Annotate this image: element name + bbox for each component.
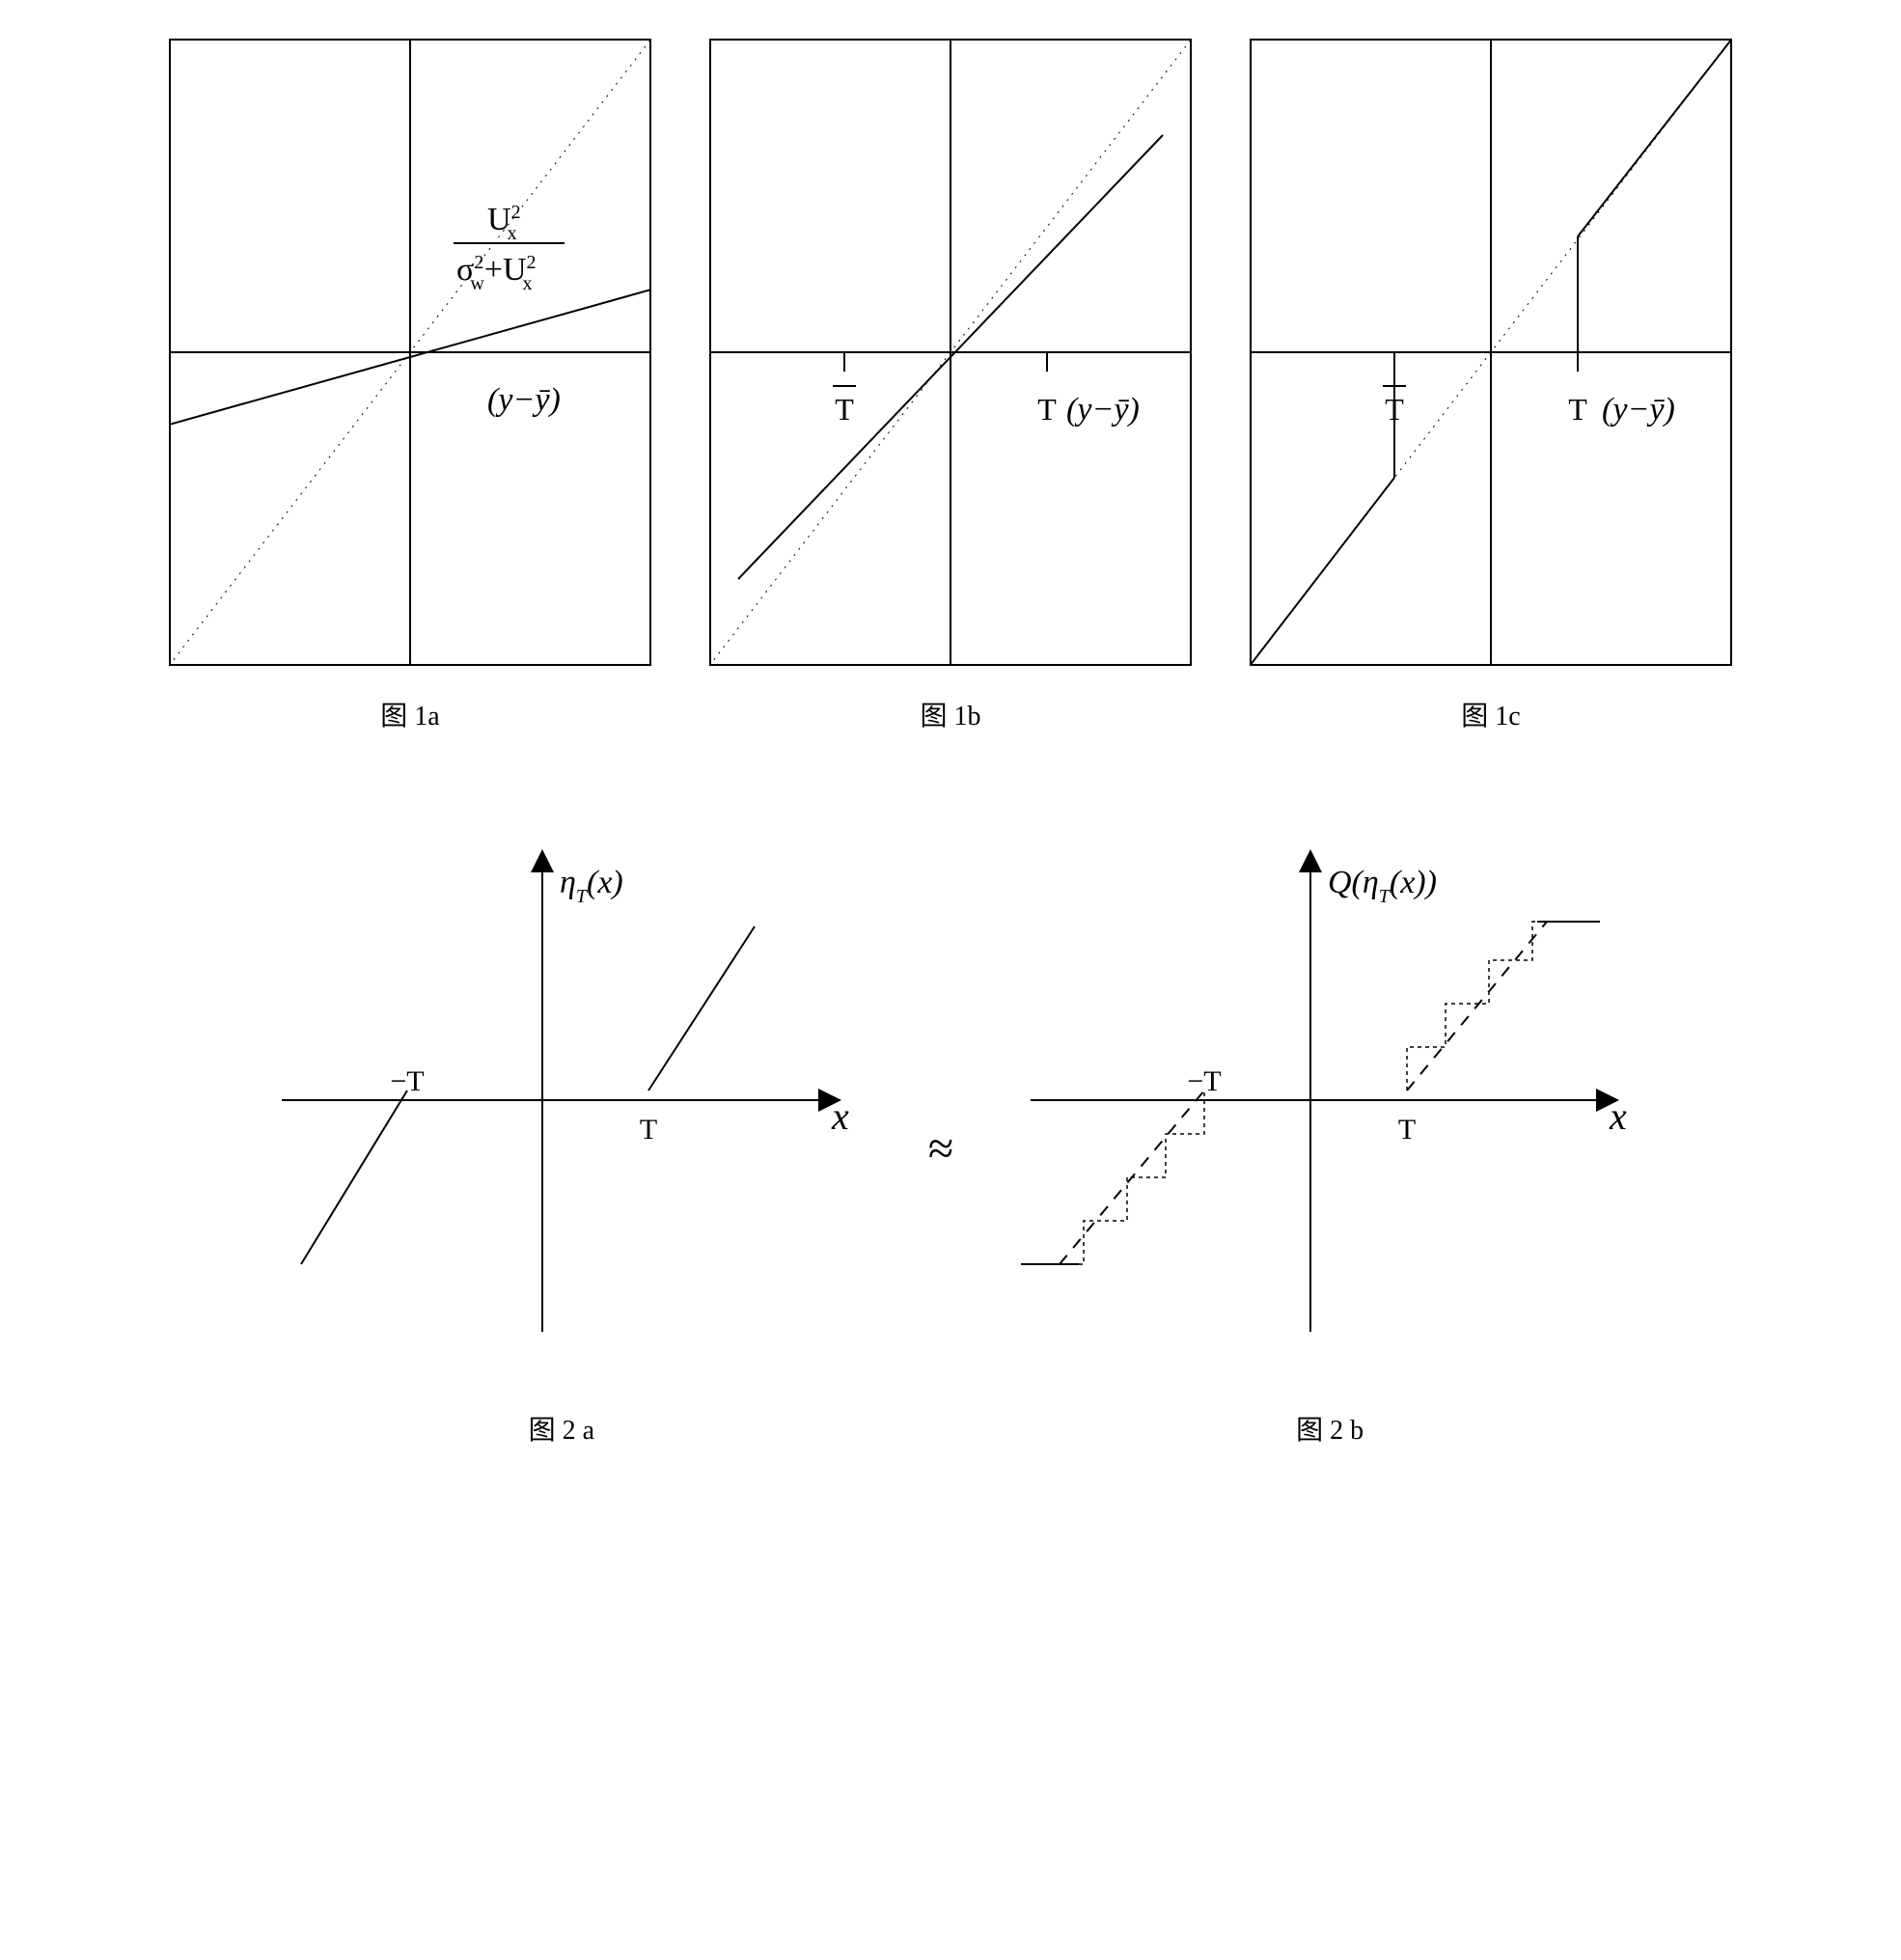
tick-neg-label: T [835, 392, 854, 427]
row-1: U2x σ2w+U2x (y−ȳ) 图 1a T T (y−ȳ) [39, 39, 1862, 733]
plot-line-group [301, 926, 755, 1264]
tick-pos-label: T [1568, 392, 1587, 427]
plot-1c: T T (y−ȳ) [1250, 39, 1732, 666]
tick-neg-label: −T [1188, 1065, 1222, 1097]
caption-1a: 图 1a [380, 695, 439, 733]
approx-symbol: ≈ [928, 1122, 953, 1175]
steps-neg [1040, 1090, 1204, 1264]
plot-1b: T T (y−ȳ) [709, 39, 1192, 666]
x-axis-label: (y−ȳ) [1066, 392, 1140, 428]
tick-pos-label: T [1037, 392, 1057, 427]
x-axis-label: (y−ȳ) [487, 382, 561, 418]
panel-1c: T T (y−ȳ) 图 1c [1250, 39, 1732, 733]
dashed-line-group [1060, 922, 1547, 1264]
fraction-label: U2x σ2w+U2x [454, 202, 565, 294]
plot-2a: ηT(x) x −T T [262, 849, 861, 1351]
x-axis-label: x [1609, 1094, 1627, 1138]
panel-2b: Q(ηT(x)) x −T T 图 2 b [1021, 849, 1639, 1448]
x-axis-label: (y−ȳ) [1602, 392, 1675, 428]
plot-2b: Q(ηT(x)) x −T T [1021, 849, 1639, 1351]
row-2: ηT(x) x −T T 图 2 a ≈ Q(ηT(x)) x [39, 849, 1862, 1448]
caption-1c: 图 1c [1461, 695, 1520, 733]
plot-1a: U2x σ2w+U2x (y−ȳ) [169, 39, 651, 666]
steps-pos [1407, 922, 1581, 1090]
panel-1a: U2x σ2w+U2x (y−ȳ) 图 1a [169, 39, 651, 733]
caption-1b: 图 1b [920, 695, 980, 733]
tick-neg-label: T [1385, 392, 1404, 427]
x-axis-label: x [831, 1094, 849, 1138]
panel-2a: ηT(x) x −T T 图 2 a [262, 849, 861, 1448]
caption-2b: 图 2 b [1296, 1409, 1364, 1448]
y-axis-label: Q(ηT(x)) [1328, 865, 1437, 907]
panel-1b: T T (y−ȳ) 图 1b [709, 39, 1192, 733]
y-axis-label: ηT(x) [560, 865, 623, 907]
tick-pos-label: T [640, 1114, 657, 1146]
caption-2a: 图 2 a [529, 1409, 594, 1448]
tick-neg-label: −T [390, 1065, 424, 1097]
tick-pos-label: T [1398, 1114, 1416, 1146]
frac-top: U2x [487, 202, 521, 244]
frac-bottom: σ2w+U2x [456, 252, 537, 294]
